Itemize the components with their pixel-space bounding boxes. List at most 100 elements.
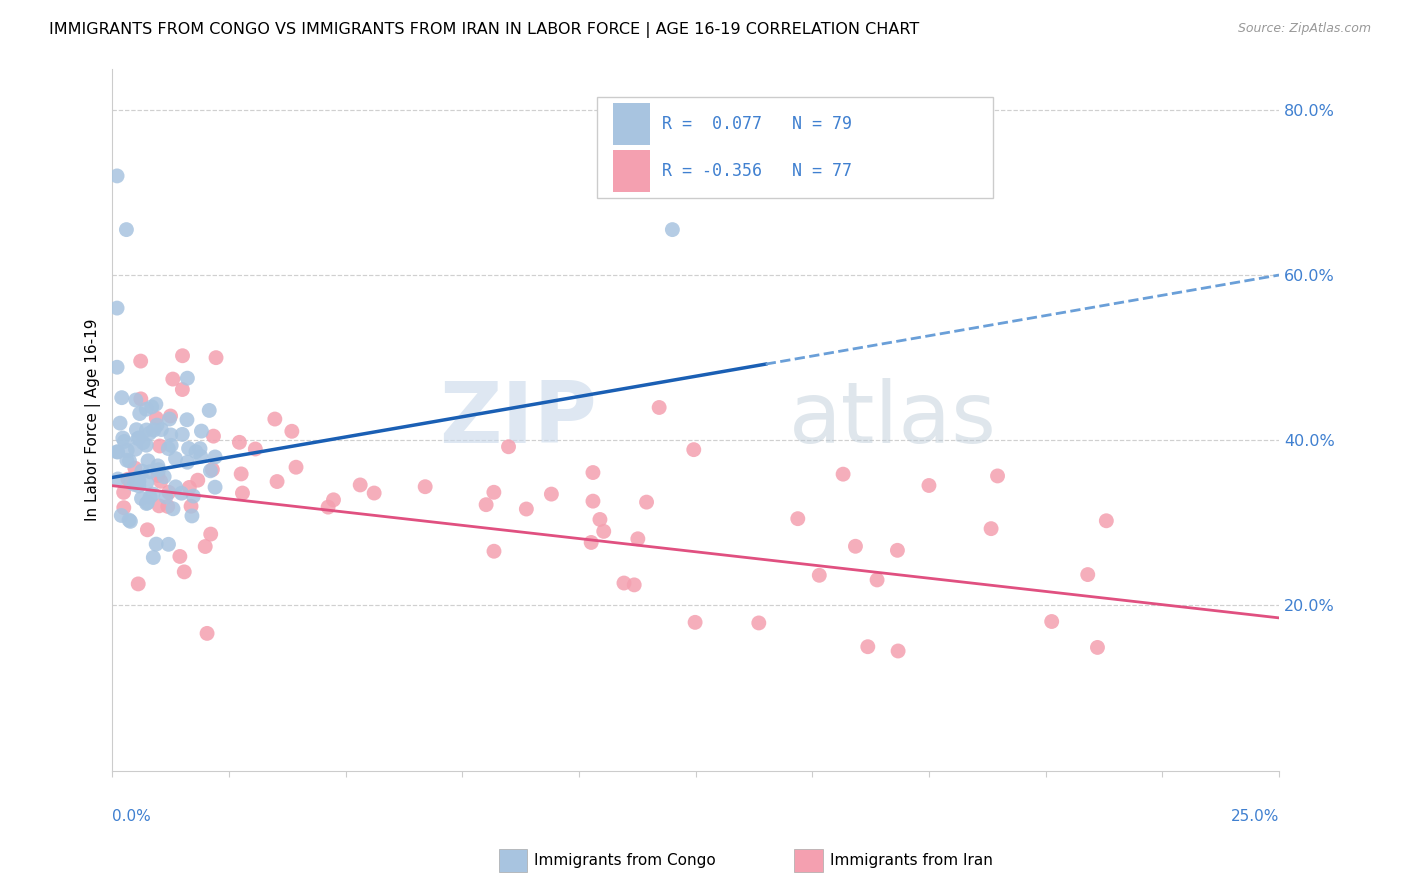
Point bbox=[136, 496, 159, 510]
Point bbox=[125, 392, 148, 407]
Point bbox=[112, 500, 135, 515]
Point bbox=[124, 461, 146, 475]
Point bbox=[579, 535, 602, 549]
Point bbox=[131, 491, 153, 506]
Point bbox=[159, 428, 181, 442]
Point bbox=[128, 479, 150, 493]
Text: Immigrants from Congo: Immigrants from Congo bbox=[534, 854, 716, 868]
Point bbox=[107, 445, 129, 459]
Point bbox=[157, 442, 180, 456]
Bar bbox=[613, 103, 650, 145]
Point bbox=[886, 543, 908, 558]
Point bbox=[127, 432, 149, 446]
Point bbox=[980, 522, 1002, 536]
Point bbox=[856, 640, 879, 654]
Point bbox=[918, 478, 941, 492]
Point bbox=[188, 442, 211, 456]
Point bbox=[146, 418, 169, 433]
Point bbox=[866, 573, 889, 587]
Text: Source: ZipAtlas.com: Source: ZipAtlas.com bbox=[1237, 22, 1371, 36]
Point bbox=[114, 434, 136, 449]
Point bbox=[613, 576, 636, 591]
Point bbox=[108, 416, 131, 430]
Point bbox=[128, 407, 150, 421]
Point bbox=[515, 502, 537, 516]
Text: IMMIGRANTS FROM CONGO VS IMMIGRANTS FROM IRAN IN LABOR FORCE | AGE 16-19 CORRELA: IMMIGRANTS FROM CONGO VS IMMIGRANTS FROM… bbox=[49, 22, 920, 38]
Point bbox=[184, 444, 207, 458]
Point bbox=[112, 485, 135, 500]
Point bbox=[135, 475, 157, 490]
Point bbox=[172, 427, 194, 442]
Point bbox=[129, 354, 152, 368]
Point bbox=[201, 462, 224, 476]
Point bbox=[159, 412, 181, 426]
Point bbox=[122, 477, 145, 491]
Point bbox=[110, 508, 132, 523]
Point bbox=[200, 464, 222, 478]
Point bbox=[170, 486, 193, 500]
Point bbox=[263, 412, 285, 426]
Point bbox=[648, 401, 671, 415]
Point bbox=[118, 454, 141, 468]
Point bbox=[173, 565, 195, 579]
Point bbox=[349, 478, 371, 492]
Point bbox=[157, 537, 180, 551]
Point bbox=[228, 435, 250, 450]
Point bbox=[176, 455, 198, 469]
Point bbox=[105, 301, 128, 315]
Point bbox=[105, 445, 128, 459]
Point bbox=[231, 467, 253, 481]
Point bbox=[187, 473, 209, 487]
Point bbox=[1040, 615, 1063, 629]
Point bbox=[181, 508, 204, 523]
Point bbox=[145, 537, 167, 551]
Point bbox=[155, 490, 177, 504]
Point bbox=[204, 480, 226, 494]
Text: 0.0%: 0.0% bbox=[112, 809, 152, 824]
Point bbox=[124, 442, 146, 457]
Point bbox=[129, 392, 152, 406]
Point bbox=[153, 469, 176, 483]
Point bbox=[132, 435, 155, 450]
Point bbox=[176, 413, 198, 427]
Text: Immigrants from Iran: Immigrants from Iran bbox=[830, 854, 993, 868]
Point bbox=[887, 644, 910, 658]
Point bbox=[105, 169, 128, 183]
Point bbox=[589, 512, 612, 526]
Point bbox=[682, 442, 704, 457]
Point bbox=[176, 371, 198, 385]
Point bbox=[145, 411, 167, 425]
Point bbox=[1087, 640, 1109, 655]
Point bbox=[316, 500, 339, 515]
Point bbox=[540, 487, 562, 501]
Point bbox=[128, 431, 150, 445]
FancyBboxPatch shape bbox=[596, 96, 993, 198]
Point bbox=[148, 499, 170, 513]
Point bbox=[149, 475, 172, 489]
Point bbox=[115, 222, 138, 236]
Text: atlas: atlas bbox=[789, 378, 997, 461]
Point bbox=[156, 500, 179, 514]
Point bbox=[125, 475, 148, 490]
Point bbox=[636, 495, 658, 509]
Point bbox=[118, 513, 141, 527]
Point bbox=[844, 539, 866, 553]
Point bbox=[128, 474, 150, 488]
Point bbox=[808, 568, 831, 582]
Point bbox=[623, 578, 645, 592]
Point bbox=[475, 498, 498, 512]
Point bbox=[205, 351, 228, 365]
Point bbox=[1095, 514, 1118, 528]
Point bbox=[117, 472, 139, 486]
Point bbox=[198, 403, 221, 417]
Point bbox=[202, 429, 225, 443]
Point bbox=[135, 496, 157, 510]
Point bbox=[139, 465, 162, 479]
Point bbox=[115, 443, 138, 458]
Point bbox=[139, 490, 162, 504]
Point bbox=[194, 540, 217, 554]
Point bbox=[162, 372, 184, 386]
Point bbox=[832, 467, 855, 482]
Point bbox=[592, 524, 614, 539]
Point bbox=[413, 480, 436, 494]
